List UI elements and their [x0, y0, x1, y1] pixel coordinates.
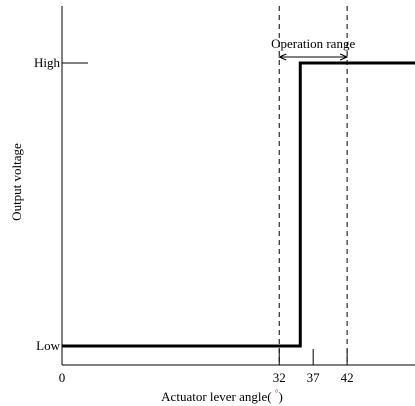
- degree-symbol: °: [275, 388, 279, 398]
- chart-text: Output voltage Actuator lever angle( °): [9, 143, 283, 404]
- x-axis-label-close: ): [278, 389, 282, 404]
- y-tick-label-high: High: [34, 55, 61, 70]
- plot-area: 0 32 37 42 Low High Operation range: [34, 6, 415, 385]
- output-voltage-line-0: [62, 61, 415, 348]
- x-tick-label-32: 32: [273, 370, 286, 385]
- x-tick-label-37: 37: [307, 370, 321, 385]
- x-axis-label: Actuator lever angle( °): [161, 388, 283, 404]
- operation-range-arrow-right: [339, 53, 349, 61]
- x-axis-label-text: Actuator lever angle(: [161, 389, 275, 404]
- x-tick-label-42: 42: [341, 370, 354, 385]
- operation-range-label: Operation range: [271, 36, 355, 51]
- operation-range-arrow-left: [277, 53, 287, 61]
- y-axis-label: Output voltage: [9, 143, 24, 221]
- x-tick-label-0: 0: [59, 370, 66, 385]
- y-tick-label-low: Low: [36, 338, 60, 353]
